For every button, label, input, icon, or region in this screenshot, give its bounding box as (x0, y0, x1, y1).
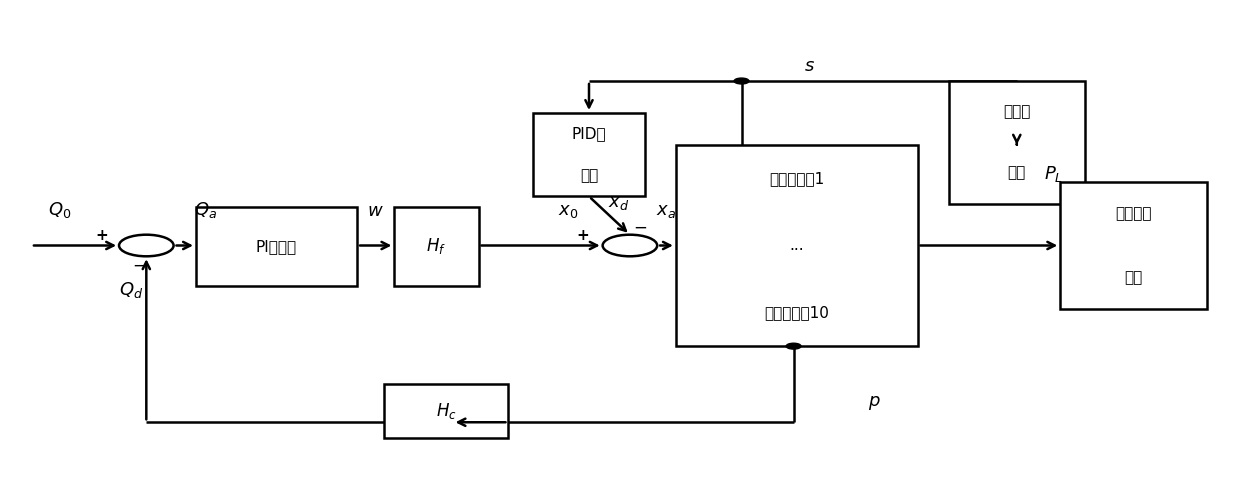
Text: $-$: $-$ (632, 218, 647, 236)
Text: +: + (577, 228, 589, 243)
Bar (533, 113, 645, 196)
Text: $Q_0$: $Q_0$ (48, 200, 71, 220)
Text: $-$: $-$ (131, 255, 146, 273)
Text: $s$: $s$ (805, 57, 815, 75)
Circle shape (119, 235, 174, 256)
Text: 制器: 制器 (1008, 165, 1025, 181)
Text: 阀控缸机构1: 阀控缸机构1 (769, 171, 825, 186)
Text: $H_c$: $H_c$ (436, 401, 456, 421)
Text: $x_d$: $x_d$ (608, 194, 630, 212)
Circle shape (603, 235, 657, 256)
Bar (949, 81, 1085, 204)
Bar (384, 384, 508, 438)
Text: $p$: $p$ (868, 394, 880, 411)
Bar (196, 207, 357, 286)
Text: 动台: 动台 (1125, 270, 1142, 285)
Text: $P_L$: $P_L$ (1044, 164, 1063, 184)
Circle shape (786, 343, 801, 349)
Text: $x_a$: $x_a$ (656, 202, 677, 220)
Bar (394, 207, 479, 286)
Text: +: + (95, 228, 108, 243)
Text: $x_0$: $x_0$ (558, 202, 578, 220)
Text: $Q_a$: $Q_a$ (195, 200, 217, 220)
Text: 刚度控: 刚度控 (1003, 104, 1030, 119)
Text: 阀控缸机构10: 阀控缸机构10 (764, 305, 830, 320)
Text: 制器: 制器 (580, 168, 598, 183)
Text: 双电液振: 双电液振 (1115, 206, 1152, 221)
Bar (1060, 182, 1207, 309)
Bar (676, 145, 918, 346)
Text: PID控: PID控 (572, 126, 606, 141)
Text: $H_f$: $H_f$ (427, 237, 446, 256)
Text: $Q_d$: $Q_d$ (119, 280, 144, 300)
Text: $w$: $w$ (367, 202, 384, 220)
Text: ...: ... (790, 238, 804, 253)
Text: PI控制器: PI控制器 (255, 239, 298, 254)
Circle shape (734, 78, 749, 84)
